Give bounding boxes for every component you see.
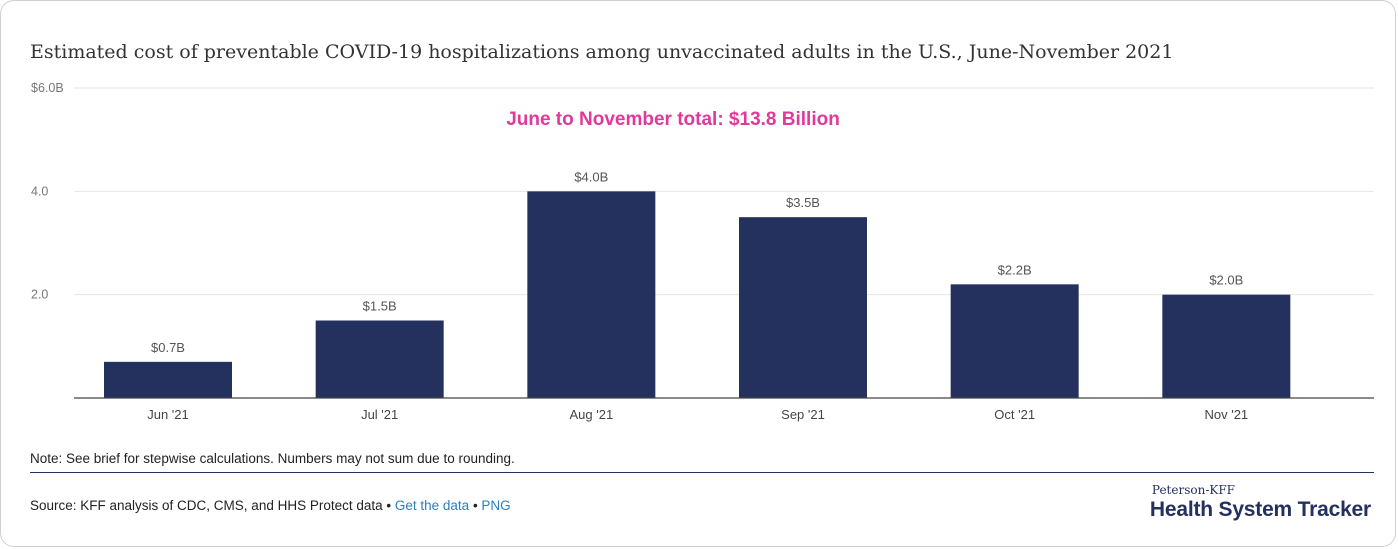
bar xyxy=(527,191,656,398)
source-line: Source: KFF analysis of CDC, CMS, and HH… xyxy=(30,498,511,513)
data-label: $4.0B xyxy=(574,169,608,184)
y-tick-label: $6.0B xyxy=(31,81,64,95)
bar xyxy=(104,361,232,398)
source-text: Source: KFF analysis of CDC, CMS, and HH… xyxy=(30,498,383,513)
bar xyxy=(1162,294,1291,398)
y-tick-label: 4.0 xyxy=(31,184,48,198)
bar xyxy=(739,217,867,398)
chart-title: Estimated cost of preventable COVID-19 h… xyxy=(30,41,1174,63)
total-annotation: June to November total: $13.8 Billion xyxy=(506,109,840,130)
data-label: $2.0B xyxy=(1209,273,1243,288)
y-tick-label: 2.0 xyxy=(31,288,48,302)
x-tick-label: Jun '21 xyxy=(147,407,189,422)
png-link[interactable]: PNG xyxy=(481,498,511,513)
bar-chart: 2.0 4.0 $6.0B $0.7B Jun '21 $1.5B Jul '21 $4.0B… xyxy=(31,81,1374,422)
get-the-data-link[interactable]: Get the data xyxy=(394,498,470,513)
brand-logo-top: Peterson-KFF xyxy=(1151,483,1235,497)
x-tick-label: Aug '21 xyxy=(569,407,613,422)
data-label: $2.2B xyxy=(998,262,1032,277)
x-tick-label: Oct '21 xyxy=(994,407,1035,422)
x-tick-label: Sep '21 xyxy=(781,407,825,422)
separator-dot: • xyxy=(469,498,482,513)
footer-divider xyxy=(30,472,1374,473)
x-tick-label: Jul '21 xyxy=(361,407,398,422)
brand-logo: Peterson-KFF Health System Tracker xyxy=(1150,483,1371,522)
x-tick-label: Nov '21 xyxy=(1204,407,1248,422)
bar xyxy=(315,320,444,398)
data-label: $3.5B xyxy=(786,195,820,210)
data-label: $0.7B xyxy=(151,340,185,355)
data-label: $1.5B xyxy=(363,299,397,314)
bar xyxy=(950,284,1079,398)
brand-logo-main: Health System Tracker xyxy=(1149,498,1371,521)
chart-note: Note: See brief for stepwise calculation… xyxy=(30,451,515,466)
separator-dot: • xyxy=(382,498,395,513)
